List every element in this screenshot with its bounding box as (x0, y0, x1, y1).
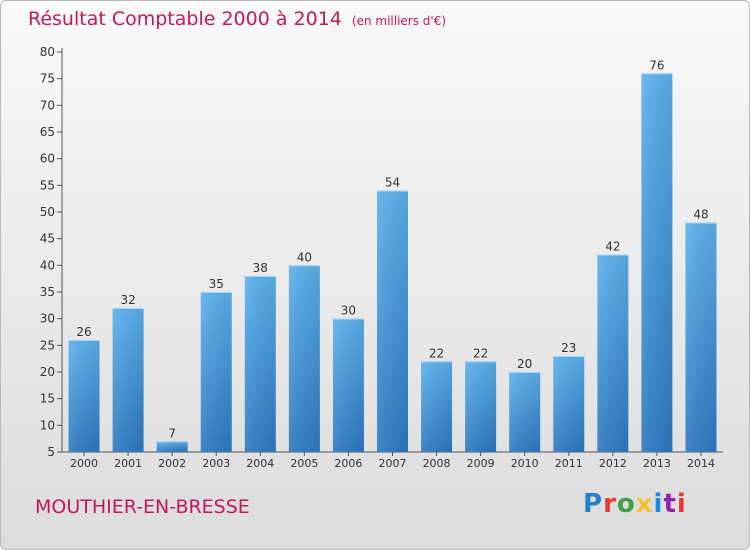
x-tick-label: 2003 (202, 457, 230, 470)
proxiti-logo: Proxiti (583, 489, 687, 519)
y-tick-label: 75 (40, 72, 55, 86)
bar-shade (685, 222, 717, 452)
bar-shade (200, 292, 232, 452)
logo-letter: x (635, 489, 654, 519)
x-tick-label: 2007 (379, 457, 407, 470)
x-tick-label: 2006 (334, 457, 362, 470)
x-tick-label: 2012 (599, 457, 627, 470)
data-label: 7 (168, 426, 176, 440)
data-label: 40 (297, 250, 312, 264)
x-tick-label: 2004 (246, 457, 274, 470)
y-tick-label: 55 (40, 178, 55, 192)
x-tick-label: 2013 (643, 457, 671, 470)
y-tick-label: 35 (40, 285, 55, 299)
bar-shade (68, 340, 100, 452)
data-label: 54 (385, 176, 400, 190)
bar-shade (421, 361, 453, 452)
y-tick-label: 60 (40, 152, 55, 166)
x-tick-label: 2011 (555, 457, 583, 470)
bar-shade (332, 318, 364, 452)
y-tick-label: 30 (40, 312, 55, 326)
x-tick-label: 2000 (70, 457, 98, 470)
data-label: 32 (120, 293, 135, 307)
bar-shade (553, 356, 585, 452)
data-label: 30 (341, 304, 356, 318)
x-tick-label: 2014 (687, 457, 715, 470)
x-tick-label: 2009 (467, 457, 495, 470)
x-tick-label: 2008 (423, 457, 451, 470)
x-tick-label: 2005 (290, 457, 318, 470)
y-tick-label: 20 (40, 365, 55, 379)
data-label: 20 (517, 357, 532, 371)
data-label: 22 (473, 346, 488, 360)
logo-letter: o (616, 489, 636, 519)
x-tick-label: 2010 (511, 457, 539, 470)
chart-title-text: Résultat Comptable 2000 à 2014 (28, 8, 342, 30)
x-tick-label: 2001 (114, 457, 142, 470)
y-tick-label: 80 (40, 45, 55, 59)
y-tick-label: 10 (40, 418, 55, 432)
logo-letter: i (676, 489, 687, 519)
y-tick-label: 15 (40, 392, 55, 406)
chart-subtitle: (en milliers d'€) (351, 14, 447, 28)
data-label: 35 (209, 277, 224, 291)
bar-shade (597, 254, 629, 452)
bar-shade (377, 190, 408, 452)
data-label: 42 (605, 240, 620, 254)
logo-letter: t (663, 489, 677, 519)
data-label: 26 (76, 325, 91, 339)
y-tick-label: 25 (40, 338, 55, 352)
logo-letter: P (583, 489, 604, 519)
y-tick-label: 45 (40, 232, 55, 246)
data-label: 38 (253, 261, 268, 275)
x-tick-label: 2002 (158, 457, 186, 470)
y-tick-label: 50 (40, 205, 55, 219)
y-tick-label: 5 (47, 445, 55, 459)
logo-letter: i (653, 489, 664, 519)
data-label: 23 (561, 341, 576, 355)
y-tick-label: 40 (40, 258, 55, 272)
y-tick-label: 65 (40, 125, 55, 139)
town-name: MOUTHIER-EN-BRESSE (35, 496, 250, 518)
y-tick-label: 70 (40, 98, 55, 112)
data-label: 22 (429, 346, 444, 360)
data-label: 48 (693, 208, 708, 222)
bar-shade (288, 265, 320, 452)
data-label: 76 (649, 58, 664, 72)
chart-title: Résultat Comptable 2000 à 2014 (en millie… (28, 8, 446, 30)
bar-shade (465, 361, 497, 452)
bar-shade (244, 276, 276, 452)
bar-shade (156, 441, 188, 452)
bar-shade (112, 308, 144, 452)
bar-shade (641, 73, 673, 452)
bar-shade (509, 372, 541, 452)
logo-letter: r (603, 489, 617, 519)
